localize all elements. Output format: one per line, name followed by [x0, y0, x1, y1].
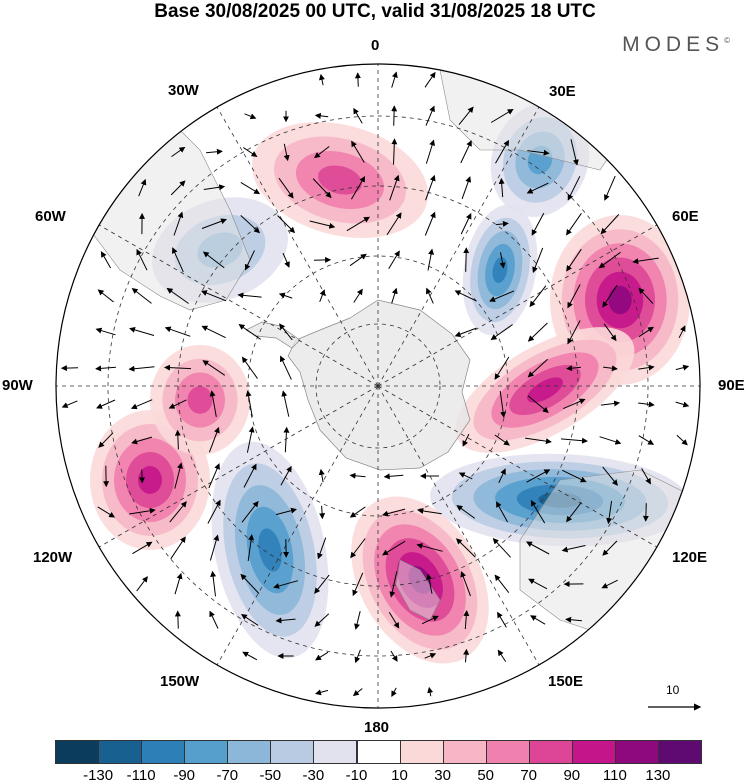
colorbar-swatch-11 — [529, 740, 573, 764]
wind-vector-8 — [394, 106, 395, 125]
lon-label-90w: 90W — [2, 377, 33, 394]
colorbar-swatch-13 — [615, 740, 659, 764]
colorbar-label-4: -50 — [259, 767, 281, 784]
wind-vector-196 — [178, 611, 179, 628]
colorbar-label-8: 30 — [434, 767, 451, 784]
colorbar-swatch-0 — [55, 740, 99, 764]
colorbar-swatch-14 — [658, 740, 702, 764]
colorbar-label-0: -130 — [83, 767, 113, 784]
reference-vector-label: 10 — [666, 683, 679, 697]
lon-label-120e: 120E — [672, 549, 707, 566]
colorbar-label-13: 130 — [645, 767, 670, 784]
colorbar-label-2: -90 — [173, 767, 195, 784]
lon-label-150e: 150E — [548, 673, 583, 690]
lon-label-120w: 120W — [33, 549, 72, 566]
colorbar-label-3: -70 — [216, 767, 238, 784]
colorbar-swatch-6 — [313, 740, 357, 764]
colorbar-swatch-2 — [141, 740, 185, 764]
colorbar-label-10: 70 — [520, 767, 537, 784]
lon-label-30e: 30E — [549, 83, 576, 100]
colorbar-label-9: 50 — [477, 767, 494, 784]
lon-label-150w: 150W — [160, 673, 199, 690]
colorbar-label-12: 110 — [603, 767, 627, 784]
lon-label-180: 180 — [364, 719, 389, 736]
colorbar-swatch-10 — [486, 740, 530, 764]
colorbar-label-5: -30 — [303, 767, 325, 784]
lon-label-30w: 30W — [168, 82, 199, 99]
colorbar-swatch-4 — [227, 740, 271, 764]
lon-label-0: 0 — [371, 37, 379, 54]
colorbar-swatch-5 — [270, 740, 314, 764]
wind-vector-167 — [646, 503, 647, 521]
colorbar-swatch-7 — [357, 740, 401, 764]
colorbar-label-1: -110 — [127, 767, 156, 784]
anomaly-pos-pacific-2 — [150, 345, 250, 455]
colorbar-label-7: 10 — [391, 767, 408, 784]
colorbar-label-6: -10 — [346, 767, 368, 784]
colorbar-swatch-9 — [443, 740, 487, 764]
lon-label-60w: 60W — [35, 208, 66, 225]
wind-vector-62 — [466, 248, 467, 272]
lon-label-60e: 60E — [672, 208, 699, 225]
colorbar-label-11: 90 — [563, 767, 580, 784]
wind-vector-1 — [358, 73, 359, 86]
colorbar-swatch-8 — [400, 740, 444, 764]
colorbar-swatch-12 — [572, 740, 616, 764]
colorbar-swatch-3 — [184, 740, 228, 764]
colorbar-swatch-1 — [98, 740, 142, 764]
lon-label-90e: 90E — [718, 377, 745, 394]
